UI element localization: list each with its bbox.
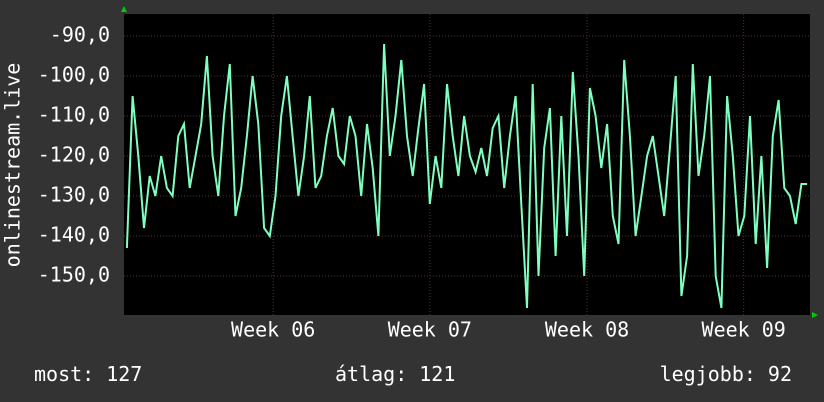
y-tick-label: -110,0 [38, 103, 110, 127]
stat-part: átlag: [335, 362, 407, 386]
y-tick-label: -140,0 [38, 223, 110, 247]
y-tick-label: -120,0 [38, 143, 110, 167]
stat-part: legjobb: [660, 362, 756, 386]
y-tick-label: -100,0 [38, 63, 110, 87]
stat-part: most: [34, 362, 94, 386]
axis-arrow [812, 312, 818, 318]
y-tick-label: -130,0 [38, 183, 110, 207]
y-tick-label: -150,0 [38, 263, 110, 287]
stat-part: 127 [106, 362, 142, 386]
y-tick-label: -90,0 [50, 23, 110, 47]
y-axis-label: onlinestream.live [1, 63, 25, 268]
x-tick-label: Week 07 [388, 318, 472, 342]
x-tick-label: Week 06 [231, 318, 315, 342]
x-tick-label: Week 09 [702, 318, 786, 342]
stat: most: 127 [34, 362, 142, 386]
stat: átlag: 121 [335, 362, 455, 386]
stat-part: 121 [419, 362, 455, 386]
stat: legjobb: 92 [660, 362, 792, 386]
stat-part: 92 [768, 362, 792, 386]
data-line [125, 43, 808, 309]
axis-arrow [121, 6, 127, 12]
x-tick-label: Week 08 [545, 318, 629, 342]
plot-area [124, 14, 810, 315]
